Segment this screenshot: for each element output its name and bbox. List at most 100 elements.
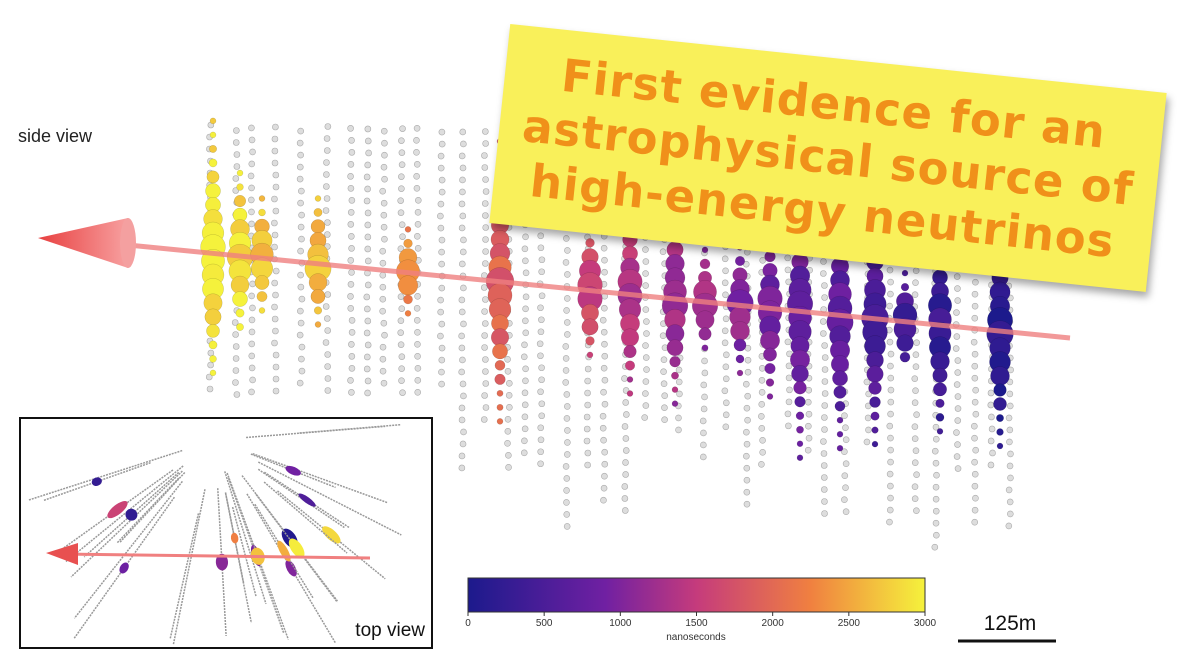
hit-dom	[701, 246, 709, 254]
dom	[675, 414, 682, 422]
inset-string	[246, 425, 386, 439]
dom	[972, 494, 979, 502]
inset-hit	[91, 477, 102, 486]
dom	[953, 429, 960, 436]
dom	[600, 244, 608, 252]
dom	[379, 343, 387, 351]
dom	[505, 452, 512, 459]
hit-dom	[699, 258, 711, 270]
dom	[459, 440, 467, 448]
inset-hit	[322, 526, 341, 544]
inset-string	[246, 493, 336, 644]
dom	[562, 379, 570, 386]
dom	[460, 392, 467, 400]
dom	[887, 434, 894, 442]
dom	[643, 366, 650, 373]
dom	[460, 428, 467, 436]
dom	[480, 284, 488, 291]
dom	[271, 147, 279, 155]
hit-dom	[626, 390, 634, 397]
hit-dom	[236, 323, 244, 331]
dom	[821, 414, 828, 421]
dom	[721, 339, 729, 347]
dom	[538, 364, 545, 372]
dom	[785, 362, 793, 370]
dom	[271, 279, 278, 287]
hit-dom	[734, 255, 746, 267]
dom	[323, 135, 331, 142]
inset-string	[172, 489, 206, 645]
dom	[364, 377, 372, 385]
hit-dom	[933, 382, 947, 397]
hit-dom	[866, 365, 884, 383]
dom	[933, 471, 940, 479]
dom	[324, 219, 331, 226]
dom	[248, 316, 256, 324]
dom	[622, 435, 630, 442]
dom	[380, 211, 388, 219]
dom	[505, 464, 512, 471]
hit-dom	[993, 397, 1007, 411]
dom	[721, 387, 729, 395]
dom	[271, 243, 278, 251]
dom	[953, 273, 961, 280]
hit-dom	[730, 321, 750, 341]
dom	[700, 453, 707, 461]
dom	[785, 278, 792, 286]
hit-dom	[620, 328, 640, 347]
dom	[583, 425, 591, 433]
dom	[347, 221, 355, 228]
dom	[954, 405, 962, 412]
dom	[563, 523, 571, 530]
dom	[601, 472, 608, 480]
dom	[437, 164, 445, 172]
dom	[971, 362, 979, 370]
dom	[887, 398, 895, 406]
inset-track	[59, 552, 371, 560]
dom	[347, 125, 354, 132]
dom	[659, 248, 667, 256]
dom	[600, 388, 607, 396]
hit-dom	[624, 360, 636, 371]
hit-dom	[314, 321, 322, 328]
dom	[248, 388, 255, 396]
dom	[520, 353, 528, 361]
colorbar	[467, 577, 926, 613]
dom	[364, 185, 371, 193]
dom	[459, 128, 467, 136]
dom	[437, 152, 445, 160]
dom	[379, 187, 386, 195]
dom	[459, 380, 467, 388]
dom	[298, 355, 305, 363]
dom	[272, 387, 280, 395]
dom	[347, 293, 354, 300]
dom	[600, 328, 608, 336]
dom	[971, 470, 979, 478]
dom	[347, 257, 355, 264]
dom	[271, 159, 279, 167]
dom	[297, 307, 304, 315]
dom	[506, 404, 513, 411]
dom	[459, 188, 466, 196]
dom	[821, 342, 828, 349]
dom	[414, 365, 422, 372]
dom	[562, 355, 570, 362]
dom	[932, 495, 940, 503]
hit-dom	[671, 400, 679, 407]
dom	[820, 486, 828, 493]
dom	[601, 400, 609, 408]
dom	[954, 393, 962, 400]
hit-dom	[868, 381, 882, 395]
hit-dom	[626, 376, 634, 383]
dom	[379, 367, 387, 375]
dom	[348, 389, 355, 396]
dom	[399, 125, 406, 132]
dom	[231, 319, 239, 326]
dom	[912, 351, 920, 358]
dom	[458, 224, 466, 232]
dom	[481, 344, 488, 351]
dom	[584, 461, 591, 469]
dom	[348, 341, 355, 348]
dom	[601, 448, 608, 456]
